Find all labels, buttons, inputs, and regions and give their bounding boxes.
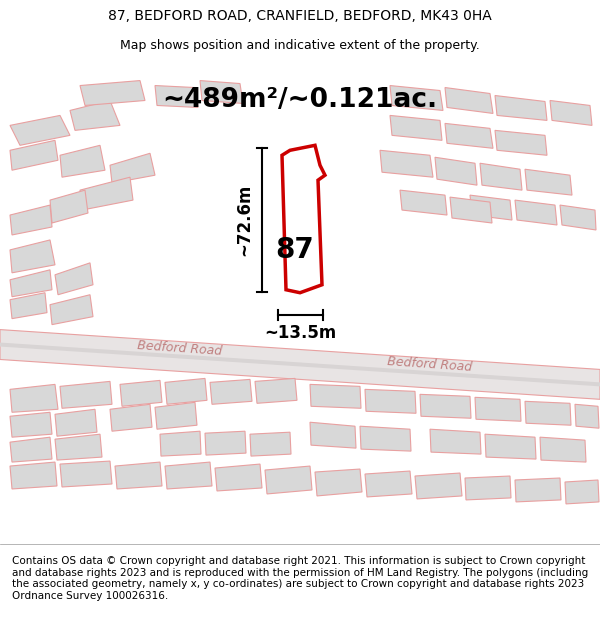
Polygon shape (415, 473, 462, 499)
Polygon shape (550, 101, 592, 126)
Polygon shape (60, 461, 112, 487)
Polygon shape (255, 378, 297, 403)
Text: Bedford Road: Bedford Road (137, 339, 223, 358)
Polygon shape (360, 426, 411, 451)
Polygon shape (475, 398, 521, 421)
Polygon shape (110, 153, 155, 183)
Polygon shape (445, 123, 493, 148)
Polygon shape (565, 480, 599, 504)
Polygon shape (465, 476, 511, 500)
Polygon shape (10, 462, 57, 489)
Polygon shape (515, 478, 561, 502)
Polygon shape (55, 409, 97, 436)
Polygon shape (250, 432, 291, 456)
Polygon shape (10, 240, 55, 272)
Polygon shape (445, 88, 493, 114)
Polygon shape (365, 471, 412, 497)
Polygon shape (485, 434, 536, 459)
Polygon shape (0, 342, 600, 386)
Polygon shape (165, 462, 212, 489)
Polygon shape (495, 131, 547, 155)
Text: Contains OS data © Crown copyright and database right 2021. This information is : Contains OS data © Crown copyright and d… (12, 556, 588, 601)
Polygon shape (435, 158, 477, 185)
Polygon shape (575, 404, 599, 428)
Polygon shape (200, 81, 243, 104)
Polygon shape (55, 263, 93, 295)
Polygon shape (495, 96, 547, 121)
Text: 87: 87 (275, 236, 314, 264)
Polygon shape (165, 378, 207, 404)
Text: 87, BEDFORD ROAD, CRANFIELD, BEDFORD, MK43 0HA: 87, BEDFORD ROAD, CRANFIELD, BEDFORD, MK… (108, 9, 492, 23)
Text: Map shows position and indicative extent of the property.: Map shows position and indicative extent… (120, 39, 480, 52)
Polygon shape (10, 205, 52, 235)
Polygon shape (265, 466, 312, 494)
Polygon shape (400, 190, 447, 215)
Polygon shape (10, 270, 52, 297)
Polygon shape (60, 381, 112, 408)
Polygon shape (515, 200, 557, 225)
Polygon shape (315, 469, 362, 496)
Polygon shape (560, 205, 596, 230)
Polygon shape (365, 389, 416, 413)
Polygon shape (55, 434, 102, 460)
Polygon shape (110, 404, 152, 431)
Polygon shape (215, 464, 262, 491)
Polygon shape (0, 329, 600, 399)
Polygon shape (50, 295, 93, 324)
Polygon shape (80, 177, 133, 210)
Polygon shape (310, 384, 361, 408)
Polygon shape (525, 169, 572, 195)
Polygon shape (450, 197, 492, 223)
Polygon shape (120, 381, 162, 406)
Polygon shape (310, 422, 356, 448)
Polygon shape (430, 429, 481, 454)
Polygon shape (282, 145, 325, 292)
Polygon shape (50, 190, 88, 223)
Polygon shape (470, 195, 512, 220)
Text: ~13.5m: ~13.5m (265, 324, 337, 342)
Polygon shape (480, 163, 522, 190)
Polygon shape (60, 145, 105, 177)
Text: Bedford Road: Bedford Road (387, 355, 473, 374)
Polygon shape (390, 116, 442, 141)
Polygon shape (115, 462, 162, 489)
Polygon shape (10, 292, 47, 319)
Polygon shape (10, 141, 58, 170)
Polygon shape (155, 86, 198, 107)
Polygon shape (390, 86, 443, 111)
Polygon shape (420, 394, 471, 418)
Polygon shape (160, 431, 201, 456)
Polygon shape (80, 81, 145, 106)
Polygon shape (10, 437, 52, 462)
Polygon shape (525, 401, 571, 425)
Text: ~489m²/~0.121ac.: ~489m²/~0.121ac. (163, 88, 437, 114)
Polygon shape (155, 402, 197, 429)
Polygon shape (380, 150, 433, 178)
Polygon shape (10, 412, 52, 437)
Polygon shape (10, 116, 70, 145)
Text: ~72.6m: ~72.6m (235, 184, 253, 256)
Polygon shape (540, 437, 586, 462)
Polygon shape (210, 379, 252, 404)
Polygon shape (70, 101, 120, 131)
Polygon shape (205, 431, 246, 455)
Polygon shape (10, 384, 58, 412)
